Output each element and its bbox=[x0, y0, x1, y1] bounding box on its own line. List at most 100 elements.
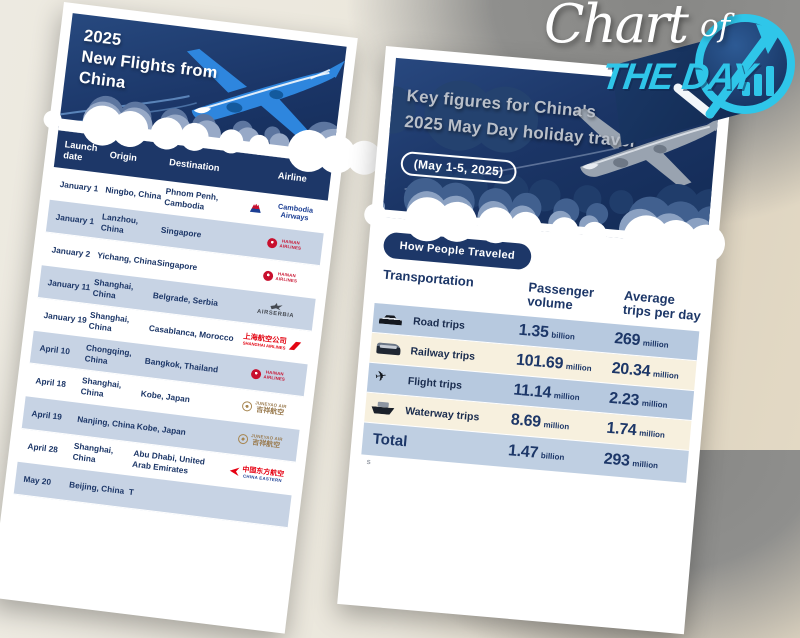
volume-unit: million bbox=[565, 361, 593, 373]
transport-cell: Railway trips bbox=[370, 340, 517, 368]
launch-date-cell: May 20 bbox=[23, 473, 52, 487]
launch-date-cell: April 19 bbox=[31, 407, 63, 422]
destination-cell: Belgrade, Serbia bbox=[152, 289, 219, 308]
transport-label: Road trips bbox=[412, 314, 466, 332]
ship-icon bbox=[370, 400, 397, 417]
launch-date-cell: January 2 bbox=[51, 244, 91, 259]
origin-cell: Beijing, China bbox=[68, 478, 125, 496]
airline-name: Cambodia Airways bbox=[277, 201, 314, 223]
average-trips-cell: 1.74 million bbox=[606, 419, 687, 444]
launch-date-cell: April 18 bbox=[35, 375, 67, 389]
launch-date-cell: January 1 bbox=[55, 211, 95, 226]
avg-value: 20.34 bbox=[611, 359, 651, 380]
avg-value: 269 bbox=[613, 329, 641, 349]
airline-cell: HAINAN AIRLINES bbox=[242, 268, 319, 287]
cambodia-airline-logo: Cambodia Airways bbox=[249, 199, 326, 225]
flights-table-body: January 1 Ningbo, China Phnom Penh, Cambod… bbox=[13, 166, 328, 529]
avg-unit: million bbox=[641, 398, 668, 410]
airline-cell bbox=[214, 502, 289, 511]
volume-value: 11.14 bbox=[512, 381, 552, 402]
hainan-emblem-icon bbox=[262, 270, 274, 282]
origin-cell: Shanghai, China bbox=[88, 309, 131, 334]
destination-cell: Bangkok, Thailand bbox=[144, 355, 219, 375]
passenger-volume-cell: 11.14 million bbox=[513, 381, 610, 407]
origin-cell: Nanjing, China bbox=[76, 413, 136, 431]
avg-value: 1.74 bbox=[605, 419, 638, 439]
total-volume-value: 1.47 bbox=[507, 442, 539, 462]
passenger-volume-cell: 1.35 billion bbox=[518, 321, 615, 347]
hainan-airline-logo: HAINAN AIRLINES bbox=[250, 368, 286, 383]
origin-cell: Lanzhou, China bbox=[100, 211, 139, 235]
ceair-airline-logo: 中国东方航空 CHINA EASTERN bbox=[227, 464, 285, 484]
destination-cell: T bbox=[128, 486, 135, 497]
avg-unit: million bbox=[638, 428, 666, 440]
total-label: Total bbox=[371, 430, 409, 451]
juneyao-airline-logo: JUNEYAO AIR 吉祥航空 bbox=[237, 432, 283, 450]
origin-cell: Shanghai, China bbox=[72, 440, 114, 465]
avg-value: 2.23 bbox=[608, 389, 640, 409]
bar-chart-icon bbox=[742, 66, 774, 96]
left-header-artwork bbox=[58, 13, 347, 164]
volume-unit: million bbox=[553, 390, 580, 402]
airline-cell: 中国东方航空 CHINA EASTERN bbox=[217, 463, 294, 485]
passenger-volume-cell: 101.69 million bbox=[515, 351, 612, 377]
juneyao-emblem-icon bbox=[241, 400, 253, 412]
average-trips-cell: 269 million bbox=[614, 330, 695, 355]
volume-value: 1.35 bbox=[518, 321, 550, 341]
average-trips-cell: 2.23 million bbox=[608, 389, 689, 414]
airline-cell: JUNEYAO AIR 吉祥航空 bbox=[225, 397, 302, 419]
launch-date-cell: April 10 bbox=[39, 342, 71, 356]
transport-cell: Flight trips bbox=[367, 370, 514, 398]
shanghai-tailfin-icon bbox=[289, 341, 302, 351]
airline-name: AIRLINES bbox=[279, 243, 302, 251]
destination-cell: Casablanca, Morocco bbox=[148, 322, 235, 343]
car-icon bbox=[378, 310, 405, 327]
transport-label: Waterway trips bbox=[404, 404, 480, 424]
column-header-origin: Origin bbox=[109, 149, 138, 164]
left-poster: 2025 New Flights from China Launch date … bbox=[0, 2, 384, 634]
airplane-illustration-gray bbox=[404, 108, 721, 190]
airline-name: AIRSERBIA bbox=[256, 308, 295, 320]
column-header-transportation: Transportation bbox=[382, 266, 475, 290]
column-header-airline: Airline bbox=[277, 170, 308, 185]
volume-unit: billion bbox=[551, 330, 576, 342]
destination-cell: Abu Dhabi, United Arab Emirates bbox=[131, 448, 206, 476]
transport-label: Railway trips bbox=[410, 344, 476, 363]
launch-date-cell: January 11 bbox=[47, 276, 91, 292]
launch-date-cell: January 1 bbox=[59, 178, 99, 194]
total-avg-value: 293 bbox=[603, 450, 631, 470]
avg-unit: million bbox=[652, 369, 680, 381]
column-header-average-trips: Average trips per day bbox=[622, 287, 702, 324]
airline-cell: 上海航空公司 SHANGHAI AIRLINES bbox=[233, 332, 310, 354]
airline-cell: AIRSERBIA bbox=[237, 298, 314, 322]
logo-word-the-day: THE DAY bbox=[599, 56, 758, 97]
column-header-passenger-volume: Passenger volume bbox=[526, 279, 595, 313]
total-avg-unit: million bbox=[631, 459, 659, 471]
destination-cell: Kobe, Japan bbox=[140, 387, 191, 404]
ceair-emblem-icon bbox=[228, 466, 240, 477]
airline-cell: HAINAN AIRLINES bbox=[230, 366, 307, 385]
chart-of-the-day-logo: Chart of THE DAY bbox=[538, 0, 800, 155]
airline-cell: JUNEYAO AIR 吉祥航空 bbox=[221, 430, 298, 452]
left-poster-header: 2025 New Flights from China bbox=[42, 13, 384, 177]
origin-cell: Shanghai, China bbox=[92, 277, 135, 301]
juneyao-emblem-icon bbox=[237, 433, 249, 445]
launch-date-cell: April 28 bbox=[27, 440, 59, 455]
transport-cell: Waterway trips bbox=[365, 400, 512, 428]
right-header-artwork bbox=[382, 57, 721, 246]
trend-arrow-icon bbox=[673, 24, 782, 119]
right-poster-header: Key figures for China's 2025 May Day hol… bbox=[363, 57, 727, 265]
volume-value: 101.69 bbox=[515, 351, 564, 373]
avg-unit: million bbox=[642, 338, 670, 350]
airplane-illustration bbox=[60, 48, 345, 136]
hainan-airline-logo: HAINAN AIRLINES bbox=[262, 270, 298, 284]
origin-cell: Chongqing, China bbox=[84, 342, 133, 366]
trend-circle-icon bbox=[673, 14, 795, 119]
right-poster: Key figures for China's 2025 May Day hol… bbox=[337, 46, 733, 635]
destination-cell: Singapore bbox=[160, 224, 202, 240]
logo-word-chart: Chart bbox=[544, 0, 689, 55]
logo-word-of: of bbox=[700, 8, 731, 44]
average-trips-cell: 20.34 million bbox=[611, 359, 692, 384]
hainan-airline-logo: HAINAN AIRLINES bbox=[266, 237, 302, 252]
airline-name: AIRLINES bbox=[263, 374, 286, 382]
